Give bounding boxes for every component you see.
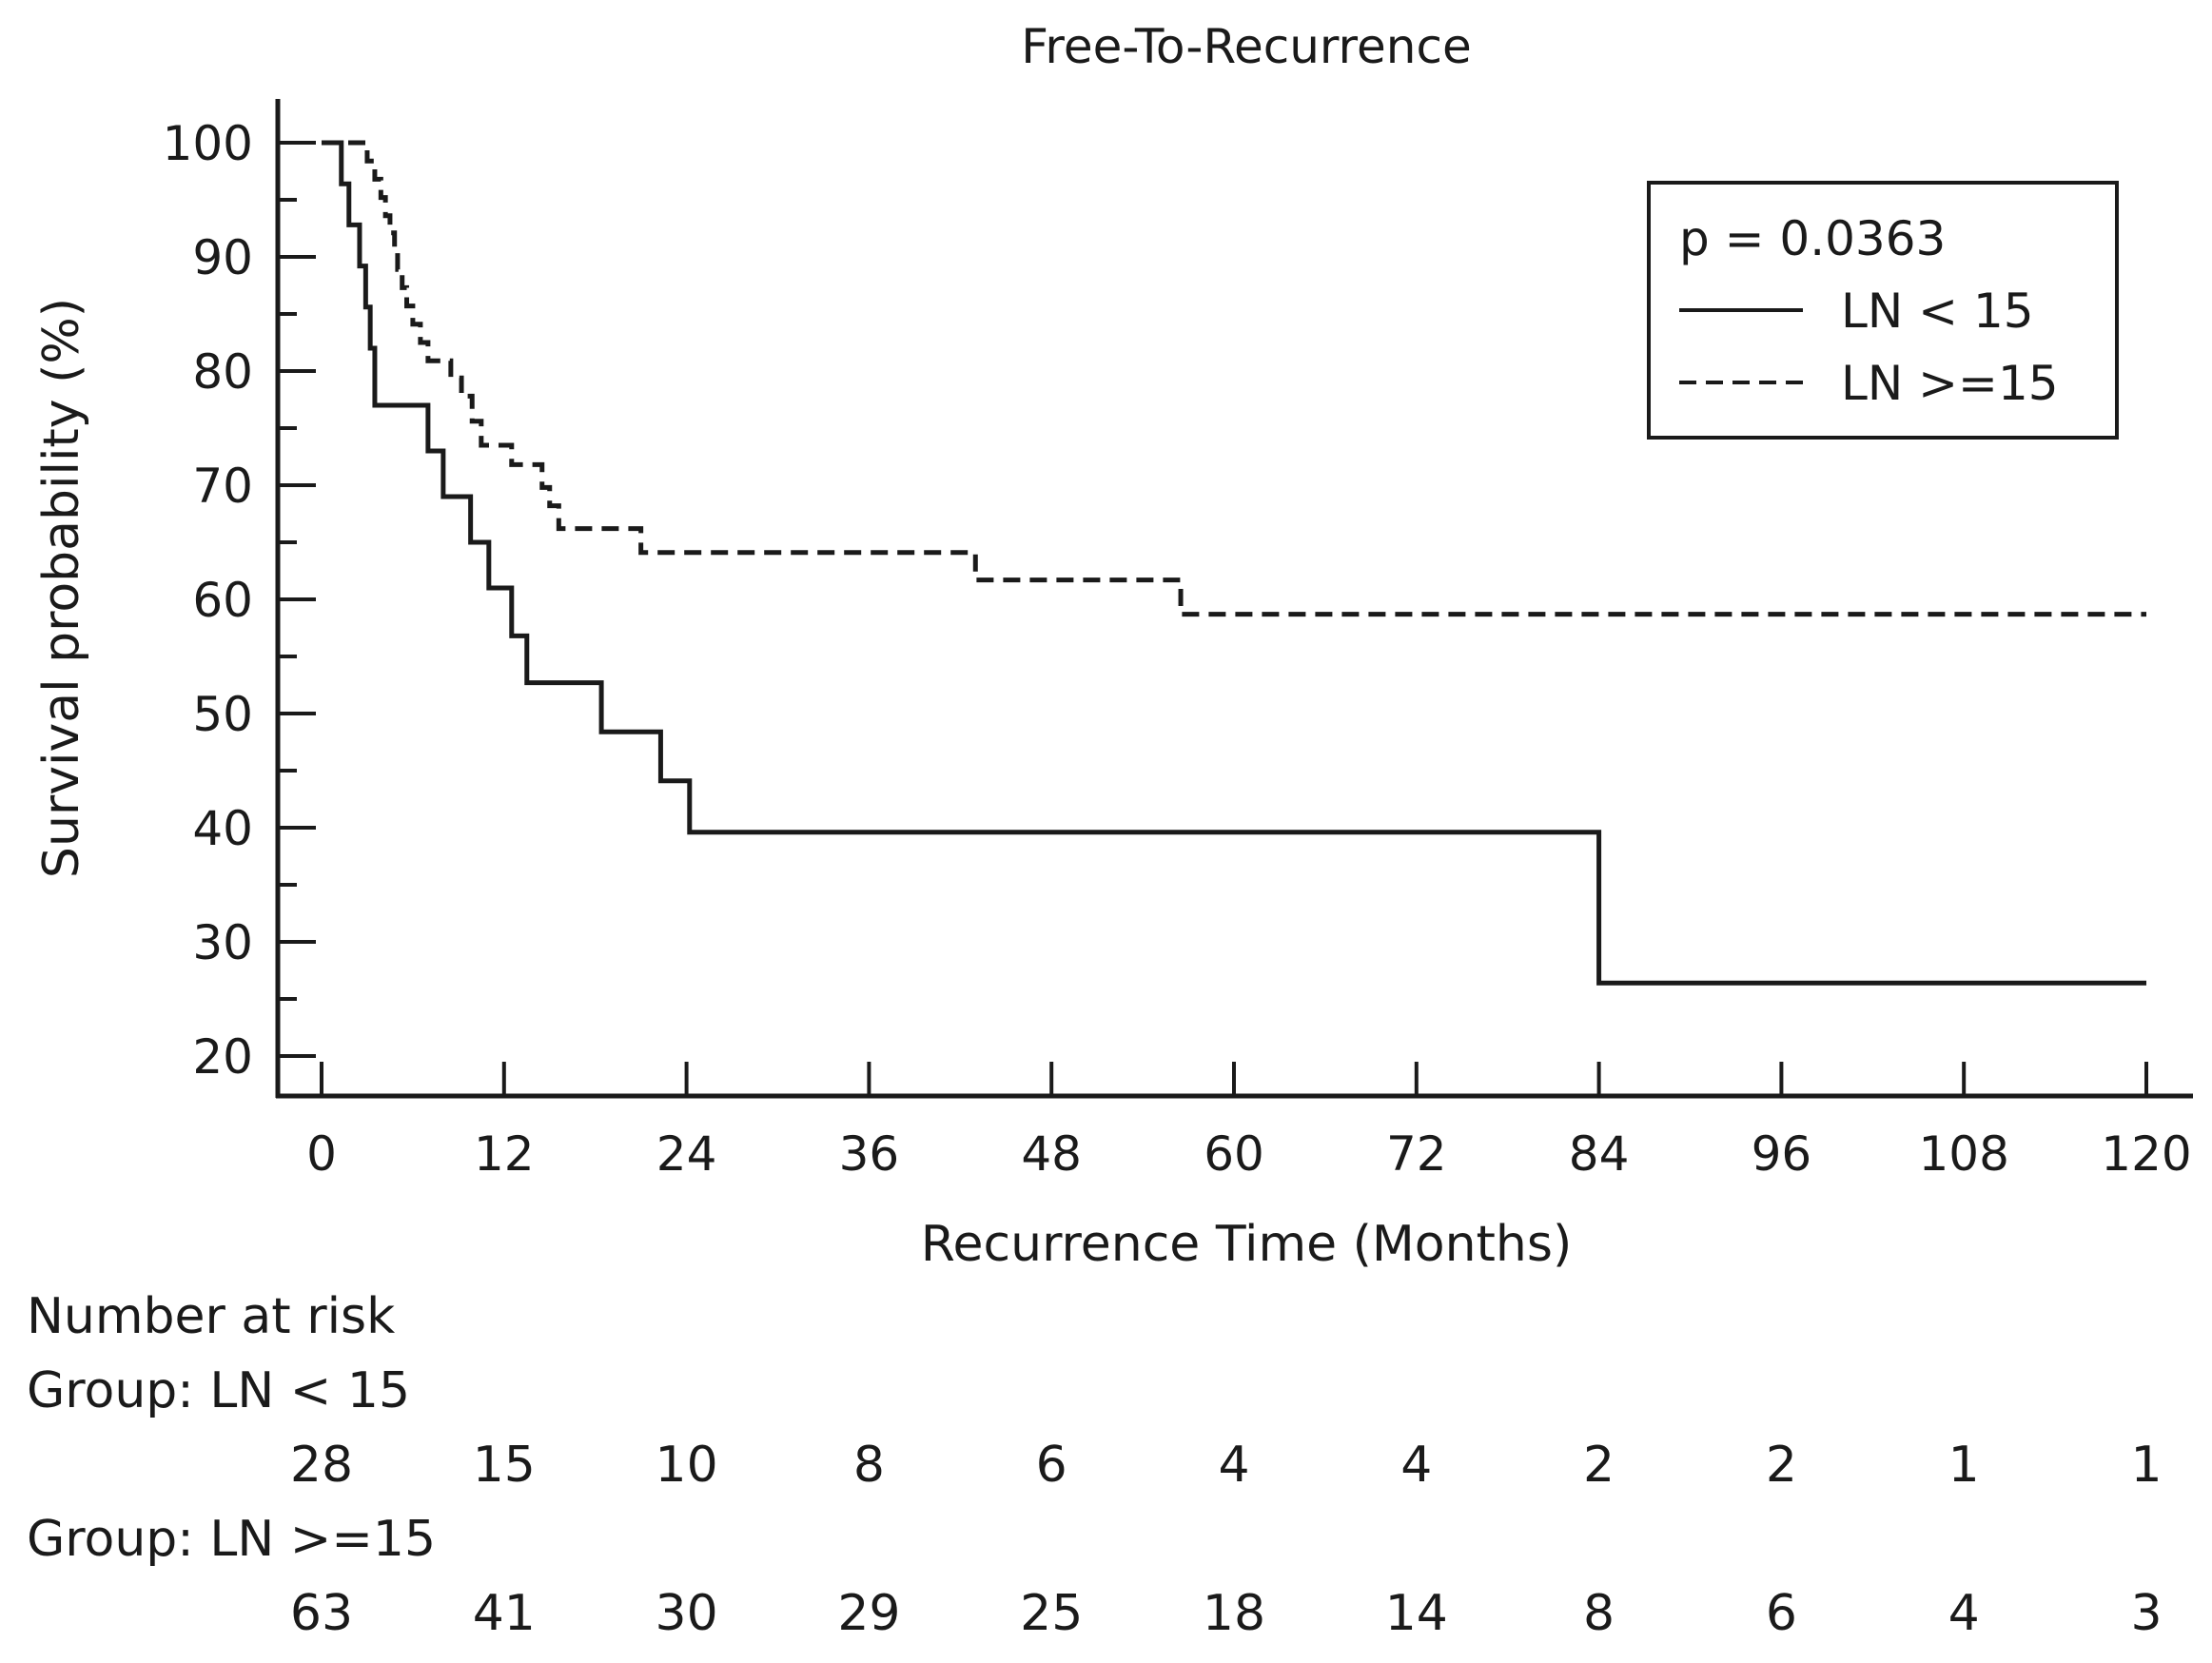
y-tick-label: 70 <box>192 459 253 514</box>
risk-count: 6 <box>1766 1585 1797 1642</box>
risk-count: 8 <box>1583 1585 1615 1642</box>
risk-table: Number at risk Group: LN < 15 Group: LN … <box>27 1288 2163 1642</box>
p-value-label: p = 0.0363 <box>1679 211 1946 266</box>
risk-count: 4 <box>1400 1437 1432 1494</box>
legend: p = 0.0363 LN < 15 LN >=15 <box>1647 181 2119 440</box>
risk-count: 15 <box>473 1437 536 1494</box>
risk-count: 4 <box>1948 1585 1980 1642</box>
x-tick-label: 60 <box>1204 1126 1264 1182</box>
legend-label-ln-lt-15: LN < 15 <box>1841 284 2034 339</box>
risk-count: 3 <box>2130 1585 2162 1642</box>
y-tick-label: 100 <box>163 116 253 171</box>
risk-count: 8 <box>853 1437 885 1494</box>
risk-counts: 28 15 10 8 6 4 4 2 2 1 1 63 41 30 29 25 18 14 8 6 4 3 <box>290 1437 2163 1642</box>
risk-group-label-ln-ge-15: Group: LN >=15 <box>27 1511 436 1568</box>
curve-ln-ge-15 <box>322 140 2146 617</box>
x-tick-label: 96 <box>1752 1126 1812 1182</box>
x-tick-label: 0 <box>306 1126 337 1182</box>
risk-count: 2 <box>1583 1437 1615 1494</box>
risk-count: 14 <box>1385 1585 1448 1642</box>
x-axis-label: Recurrence Time (Months) <box>921 1216 1573 1273</box>
y-tick-label: 50 <box>192 687 253 742</box>
survival-curves <box>322 140 2146 986</box>
risk-count: 10 <box>656 1437 718 1494</box>
risk-count: 1 <box>2130 1437 2162 1494</box>
risk-table-title: Number at risk <box>27 1288 395 1345</box>
x-tick-label: 72 <box>1386 1126 1447 1182</box>
x-tick-label: 120 <box>2101 1126 2191 1182</box>
y-tick-label: 60 <box>192 573 253 628</box>
risk-count: 2 <box>1766 1437 1797 1494</box>
x-tick-label: 36 <box>839 1126 900 1182</box>
x-tick-label: 108 <box>1918 1126 2008 1182</box>
risk-count: 30 <box>656 1585 718 1642</box>
risk-count: 18 <box>1203 1585 1265 1642</box>
x-tick-label: 48 <box>1021 1126 1082 1182</box>
legend-box <box>1647 181 2119 440</box>
risk-count: 41 <box>473 1585 536 1642</box>
axes: 20 30 40 50 60 70 80 90 100 0 12 24 36 48 60 72 84 96 108 1… <box>163 99 2193 1182</box>
risk-group-label-ln-lt-15: Group: LN < 15 <box>27 1362 410 1419</box>
y-tick-label: 40 <box>192 801 253 856</box>
x-tick-label: 84 <box>1569 1126 1630 1182</box>
y-tick-label: 30 <box>192 915 253 970</box>
risk-count: 4 <box>1218 1437 1249 1494</box>
curve-ln-lt-15 <box>322 140 2146 986</box>
x-tick-label: 24 <box>656 1126 717 1182</box>
legend-label-ln-ge-15: LN >=15 <box>1841 356 2059 411</box>
risk-count: 25 <box>1020 1585 1083 1642</box>
x-tick-label: 12 <box>474 1126 535 1182</box>
y-axis-label: Survival probability (%) <box>33 298 90 878</box>
risk-count: 6 <box>1036 1437 1067 1494</box>
risk-count: 28 <box>290 1437 353 1494</box>
risk-count: 1 <box>1948 1437 1980 1494</box>
y-tick-label: 80 <box>192 344 253 400</box>
y-tick-label: 90 <box>192 230 253 285</box>
y-tick-label: 20 <box>192 1029 253 1085</box>
chart-title: Free-To-Recurrence <box>1021 19 1471 74</box>
risk-count: 29 <box>837 1585 900 1642</box>
risk-count: 63 <box>290 1585 353 1642</box>
